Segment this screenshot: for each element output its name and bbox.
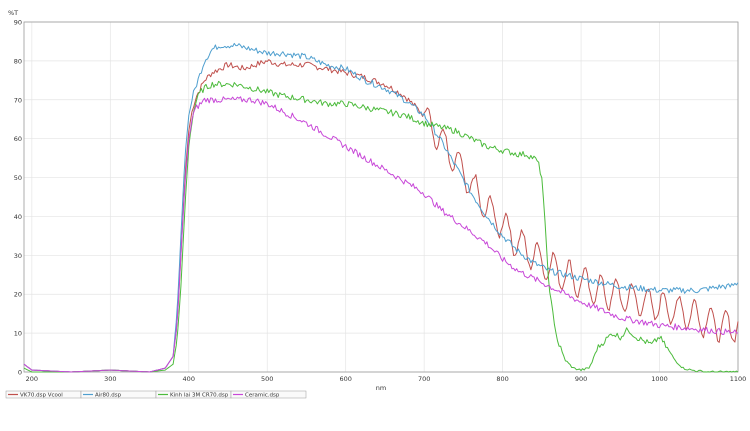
y-tick-label: 90 — [14, 19, 22, 27]
x-tick-label: 1100 — [730, 375, 747, 383]
legend-label: VK70.dsp Vcool — [20, 393, 63, 399]
series-lines — [23, 42, 739, 373]
legend: VK70.dsp Vcool Air80.dsp Kinh lai 3M CR70.… — [5, 390, 307, 399]
x-tick-label: 900 — [575, 375, 587, 383]
legend-label: Air80.dsp — [95, 393, 122, 399]
series-line-4 — [23, 96, 739, 373]
x-tick-label: 300 — [104, 375, 116, 383]
x-tick-label: 400 — [183, 375, 195, 383]
y-tick-label: 50 — [14, 174, 22, 182]
legend-entry: VK70.dsp Vcool — [5, 390, 82, 399]
x-axis-title: nm — [376, 384, 386, 392]
legend-entry: Kinh lai 3M CR70.dsp — [155, 390, 232, 399]
x-tick-label: 700 — [418, 375, 430, 383]
y-tick-label: 0 — [18, 369, 22, 377]
y-tick-label: 40 — [14, 213, 22, 221]
tick-labels: 200 300 400 500 600 700 800 900 1000 1100 0 10 20 30 4… — [14, 19, 747, 384]
y-tick-label: 80 — [14, 57, 22, 65]
y-tick-label: 60 — [14, 135, 22, 143]
y-tick-label: 30 — [14, 252, 22, 260]
x-tick-label: 800 — [496, 375, 508, 383]
legend-label: Ceramic.dsp — [245, 393, 280, 399]
legend-entry: Air80.dsp — [80, 390, 157, 399]
legend-box — [230, 390, 307, 399]
legend-label: Kinh lai 3M CR70.dsp — [170, 393, 229, 399]
x-tick-label: 600 — [339, 375, 351, 383]
x-tick-label: 500 — [261, 375, 273, 383]
x-tick-label: 200 — [26, 375, 38, 383]
y-tick-label: 70 — [14, 96, 22, 104]
y-axis-title: %T — [8, 9, 18, 17]
y-tick-label: 20 — [14, 291, 22, 299]
x-tick-label: 1000 — [651, 375, 668, 383]
plot-area-frame — [23, 21, 739, 373]
y-tick-label: 10 — [14, 330, 22, 338]
legend-entry: Ceramic.dsp — [230, 390, 307, 399]
